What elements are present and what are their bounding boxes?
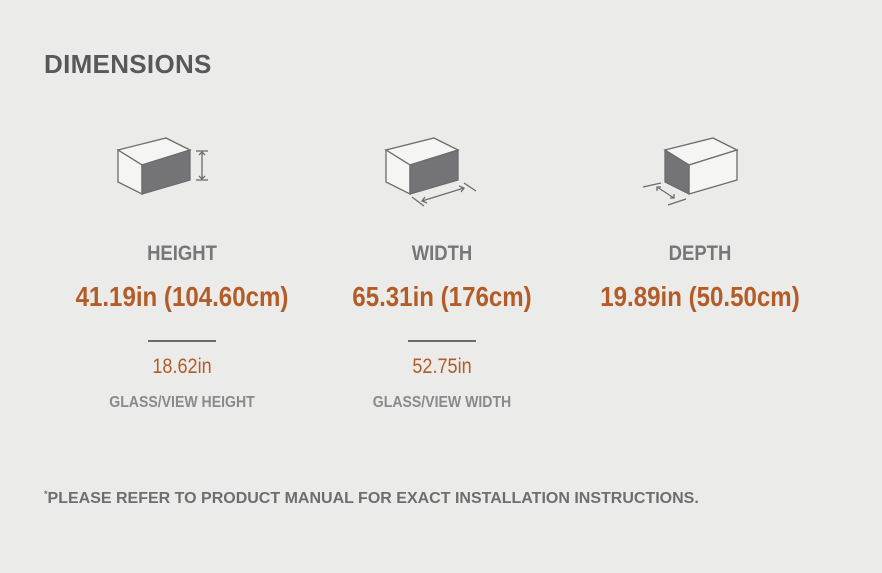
glass-height-value: 18.62in (152, 355, 212, 378)
height-column: HEIGHT 41.19in (104.60cm) 18.62in GLASS/… (52, 130, 312, 412)
depth-column: DEPTH 19.89in (50.50cm) (570, 130, 830, 313)
box-depth-icon (642, 137, 739, 206)
box-width-icon (384, 137, 477, 207)
height-label: HEIGHT (147, 242, 217, 265)
width-column: WIDTH 65.31in (176cm) 52.75in GLASS/VIEW… (312, 130, 572, 412)
footnote-marker: * (44, 489, 48, 499)
glass-height-label: GLASS/VIEW HEIGHT (109, 394, 255, 411)
width-value: 65.31in (176cm) (352, 281, 532, 312)
glass-width-value: 52.75in (412, 355, 472, 378)
page-title: DIMENSIONS (44, 49, 212, 79)
depth-label: DEPTH (668, 242, 732, 265)
height-value: 41.19in (104.60cm) (75, 281, 289, 312)
height-divider (148, 340, 216, 342)
glass-width-label: GLASS/VIEW WIDTH (372, 394, 512, 411)
width-label: WIDTH (411, 242, 473, 265)
box-height-icon (116, 137, 208, 196)
width-divider (408, 340, 476, 342)
installation-footnote: *PLEASE REFER TO PRODUCT MANUAL FOR EXAC… (44, 489, 699, 508)
depth-value: 19.89in (50.50cm) (600, 281, 800, 312)
footnote-text: PLEASE REFER TO PRODUCT MANUAL FOR EXACT… (47, 490, 699, 507)
